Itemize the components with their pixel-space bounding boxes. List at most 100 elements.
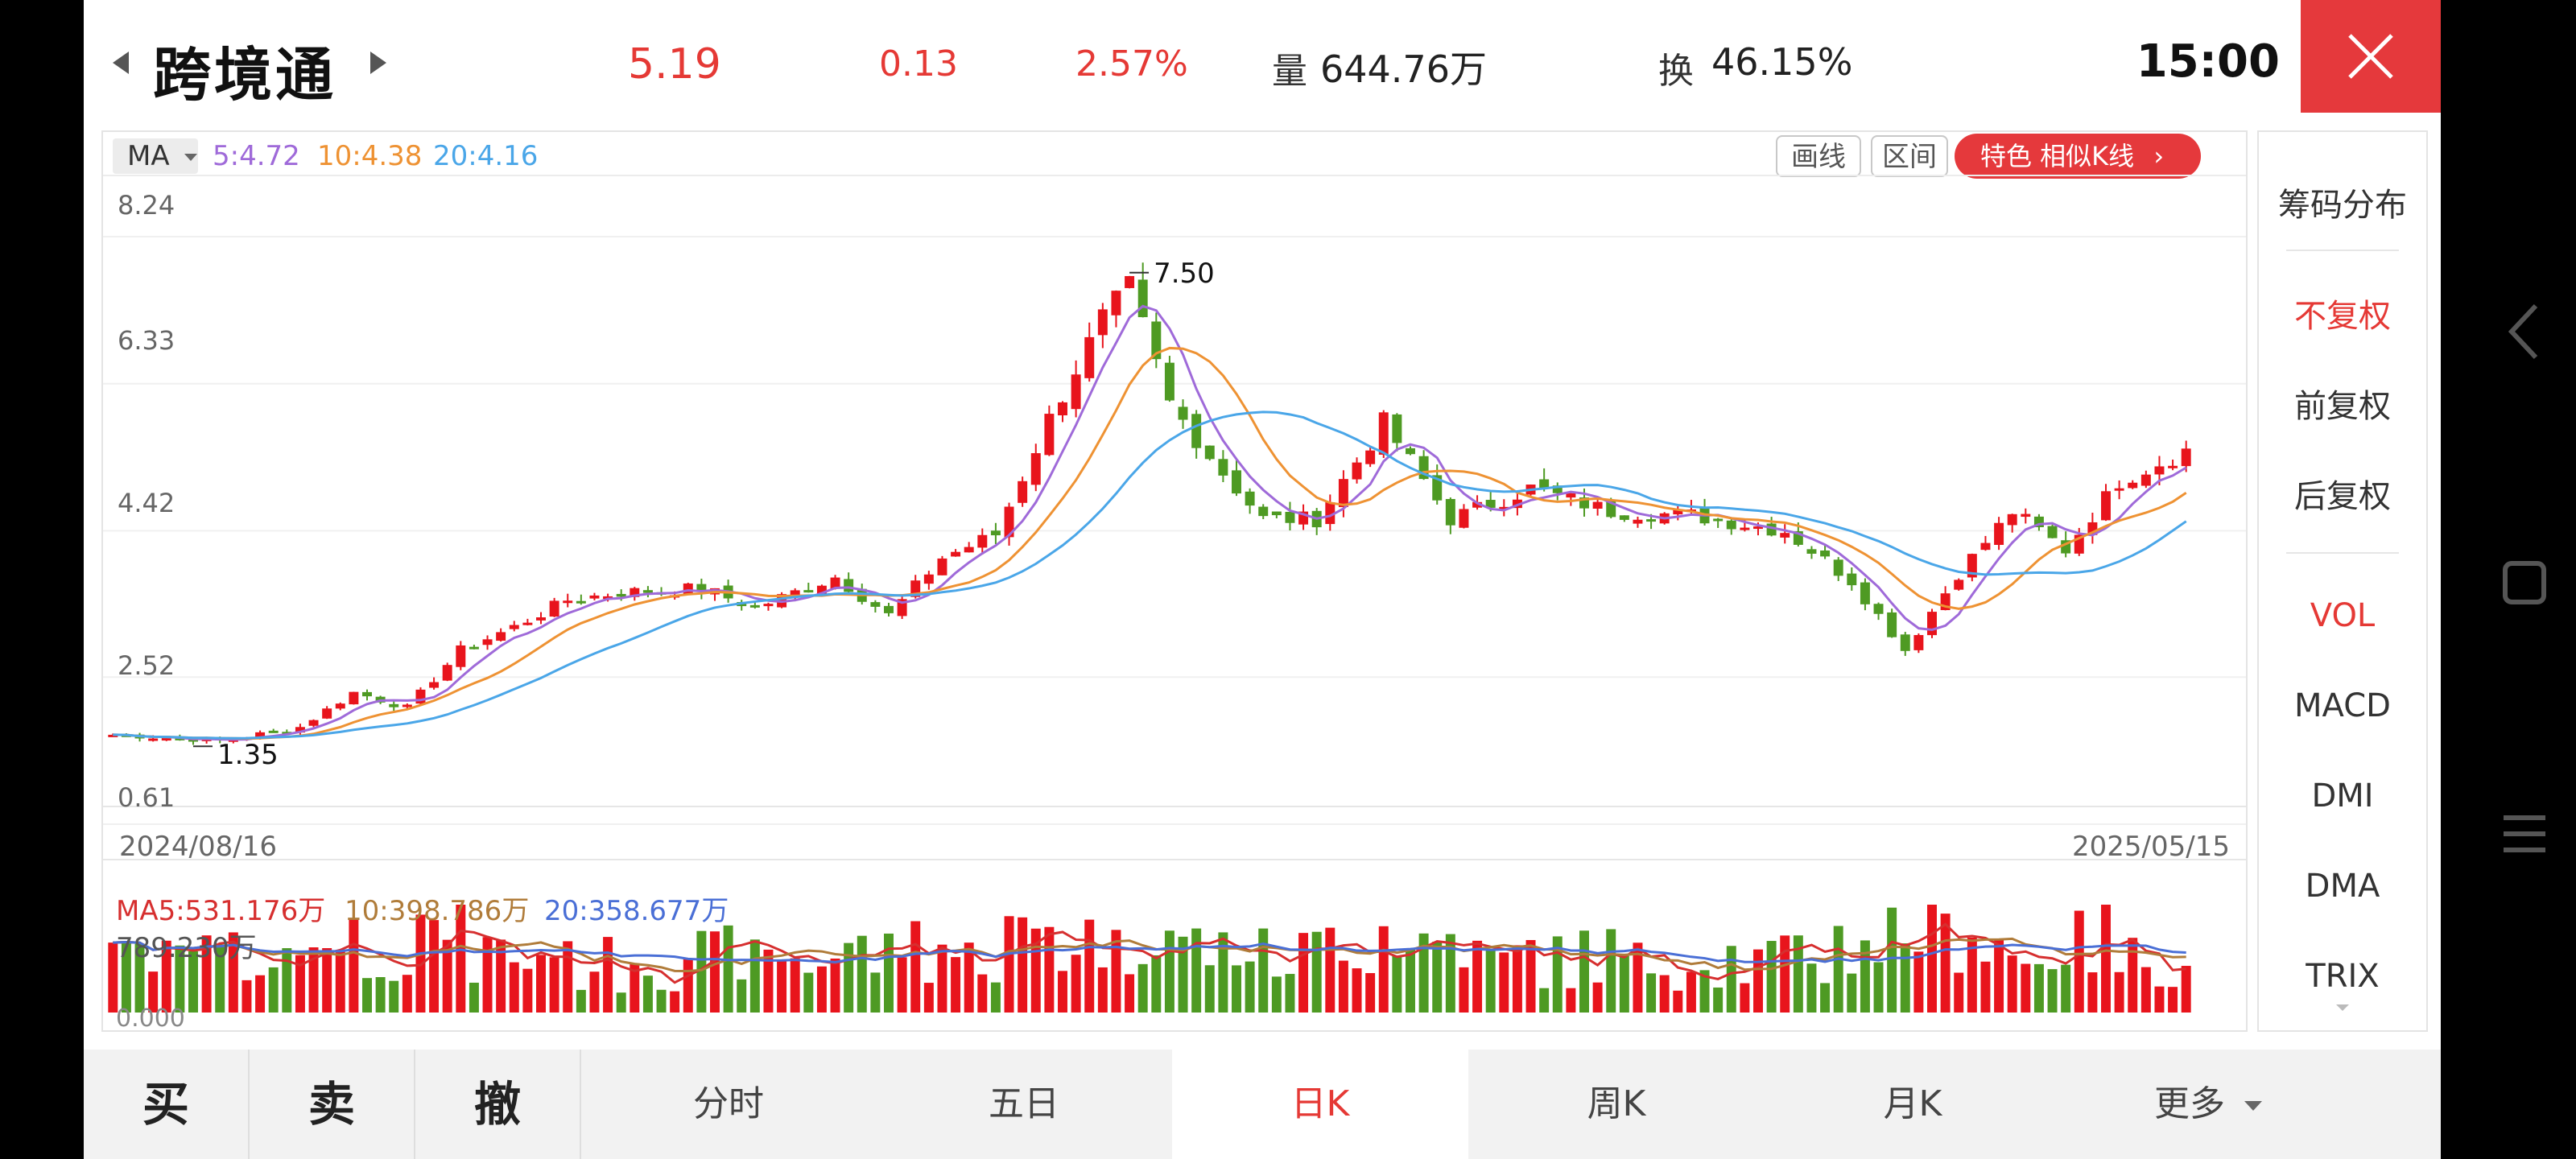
ma20-value: 20:4.16 [433, 140, 539, 172]
range-button[interactable]: 区间 [1871, 135, 1948, 177]
start-date: 2024/08/16 [119, 831, 277, 863]
candle-body [1566, 493, 1576, 498]
volume-bar [1806, 963, 1817, 1013]
volume-bar [1418, 933, 1429, 1013]
candle-body [308, 720, 319, 726]
volume-bar [2181, 966, 2191, 1013]
adj-forward-button[interactable]: 前复权 [2294, 388, 2391, 425]
candle-body [1967, 554, 1977, 578]
indicator-vol[interactable]: VOL [2310, 597, 2376, 634]
caret-right-icon[interactable] [370, 52, 386, 74]
caret-left-icon[interactable] [113, 52, 129, 74]
volume-bar [1954, 972, 1964, 1013]
divider [2286, 552, 2399, 554]
draw-line-button[interactable]: 画线 [1776, 135, 1861, 177]
volume-label: 量 [1272, 51, 1307, 92]
ma10-value: 10:4.38 [317, 140, 423, 172]
ma10-line [113, 346, 2187, 740]
volume-bar [295, 955, 305, 1013]
volume-bar [897, 957, 907, 1013]
volume-bar [134, 943, 145, 1013]
indicator-panel: 筹码分布 不复权 前复权 后复权 VOL MACD DMI DMA TRIX [2257, 130, 2428, 1032]
candle-body [630, 588, 640, 597]
candle-body [1352, 462, 1362, 480]
cancel-order-button[interactable]: 撤 [473, 1077, 521, 1132]
square-icon[interactable] [2500, 559, 2549, 607]
ma-selector[interactable]: MA [113, 138, 198, 174]
y-tick-label: 4.42 [118, 488, 175, 518]
volume-bar [1753, 949, 1763, 1013]
candle-body [1151, 321, 1162, 360]
volume-bar [148, 971, 159, 1013]
volume-bar [268, 967, 279, 1013]
divider [2286, 250, 2399, 251]
volume-bar [2021, 963, 2031, 1013]
candle-body [335, 703, 345, 709]
candle-body [1285, 511, 1295, 523]
candle-body [1579, 497, 1589, 509]
candlestick-plot[interactable]: 7.50 1.35 [103, 132, 2246, 1030]
tab-monthly-k[interactable]: 月K [1883, 1083, 1942, 1124]
volume-bar [496, 939, 506, 1013]
tab-daily-k[interactable]: 日K [1172, 1050, 1468, 1159]
volume-bar [1271, 976, 1282, 1013]
candle-body [161, 738, 171, 741]
candle-body [1338, 479, 1348, 508]
candle-body [1392, 414, 1402, 443]
volume-bar [469, 982, 479, 1013]
vol-min: 0.000 [116, 1004, 185, 1033]
candle-body [1820, 550, 1831, 557]
candle-body [763, 604, 774, 607]
sell-button[interactable]: 卖 [308, 1077, 355, 1132]
candle-body [951, 551, 961, 557]
candle-body [1204, 445, 1215, 460]
volume-bar [536, 955, 546, 1013]
chip-distribution-button[interactable]: 筹码分布 [2278, 187, 2407, 224]
buy-button[interactable]: 买 [142, 1077, 189, 1132]
volume-bar [2061, 964, 2071, 1013]
volume-bar [1084, 919, 1095, 1013]
menu-icon[interactable] [2500, 810, 2549, 858]
volume-bar [990, 982, 1001, 1013]
adj-none-button[interactable]: 不复权 [2294, 298, 2391, 335]
candle-body [790, 590, 800, 598]
candle-body [496, 632, 506, 641]
candle-body [1592, 501, 1603, 509]
candle-body [1646, 519, 1657, 522]
volume-bar [589, 971, 600, 1013]
volume-bar [1338, 960, 1348, 1013]
volume-bar [951, 957, 961, 1013]
chevron-down-icon [2244, 1101, 2262, 1111]
tab-intraday[interactable]: 分时 [693, 1083, 764, 1124]
candle-body [683, 583, 693, 595]
candle-body [1058, 402, 1067, 416]
chevron-left-icon[interactable] [2500, 299, 2549, 364]
candle-body [1472, 501, 1483, 508]
volume-bar [1525, 939, 1536, 1013]
similar-kline-button[interactable]: 特色 相似K线 › [1955, 134, 2201, 179]
candle-body [282, 732, 292, 735]
indicator-macd[interactable]: MACD [2294, 687, 2391, 724]
candle-body [1980, 542, 1991, 551]
candle-body [1940, 593, 1951, 611]
candle-body [268, 730, 279, 733]
volume-bar [242, 980, 252, 1013]
volume-bar [777, 959, 787, 1013]
candle-body [1044, 414, 1055, 456]
tab-more[interactable]: 更多 [2061, 1050, 2355, 1159]
candle-body [1913, 635, 1924, 650]
app-window: 跨境通 5.19 0.13 2.57% 量 644.76万 换 46.15% 1… [84, 0, 2441, 1159]
candle-body [1071, 374, 1081, 410]
indicator-trix[interactable]: TRIX [2306, 958, 2380, 995]
tab-5day[interactable]: 五日 [989, 1083, 1059, 1124]
adj-backward-button[interactable]: 后复权 [2294, 478, 2391, 515]
indicator-dmi[interactable]: DMI [2311, 777, 2374, 815]
kline-chart[interactable]: MA 5:4.72 10:4.38 20:4.16 画线 区间 特色 相似K线 … [101, 130, 2248, 1033]
close-button[interactable] [2301, 0, 2441, 113]
indicator-dma[interactable]: DMA [2305, 868, 2380, 905]
tab-weekly-k[interactable]: 周K [1587, 1083, 1646, 1124]
candle-body [1178, 406, 1188, 420]
candle-body [1432, 475, 1443, 501]
candle-body [977, 534, 988, 548]
candle-body [990, 530, 1001, 536]
